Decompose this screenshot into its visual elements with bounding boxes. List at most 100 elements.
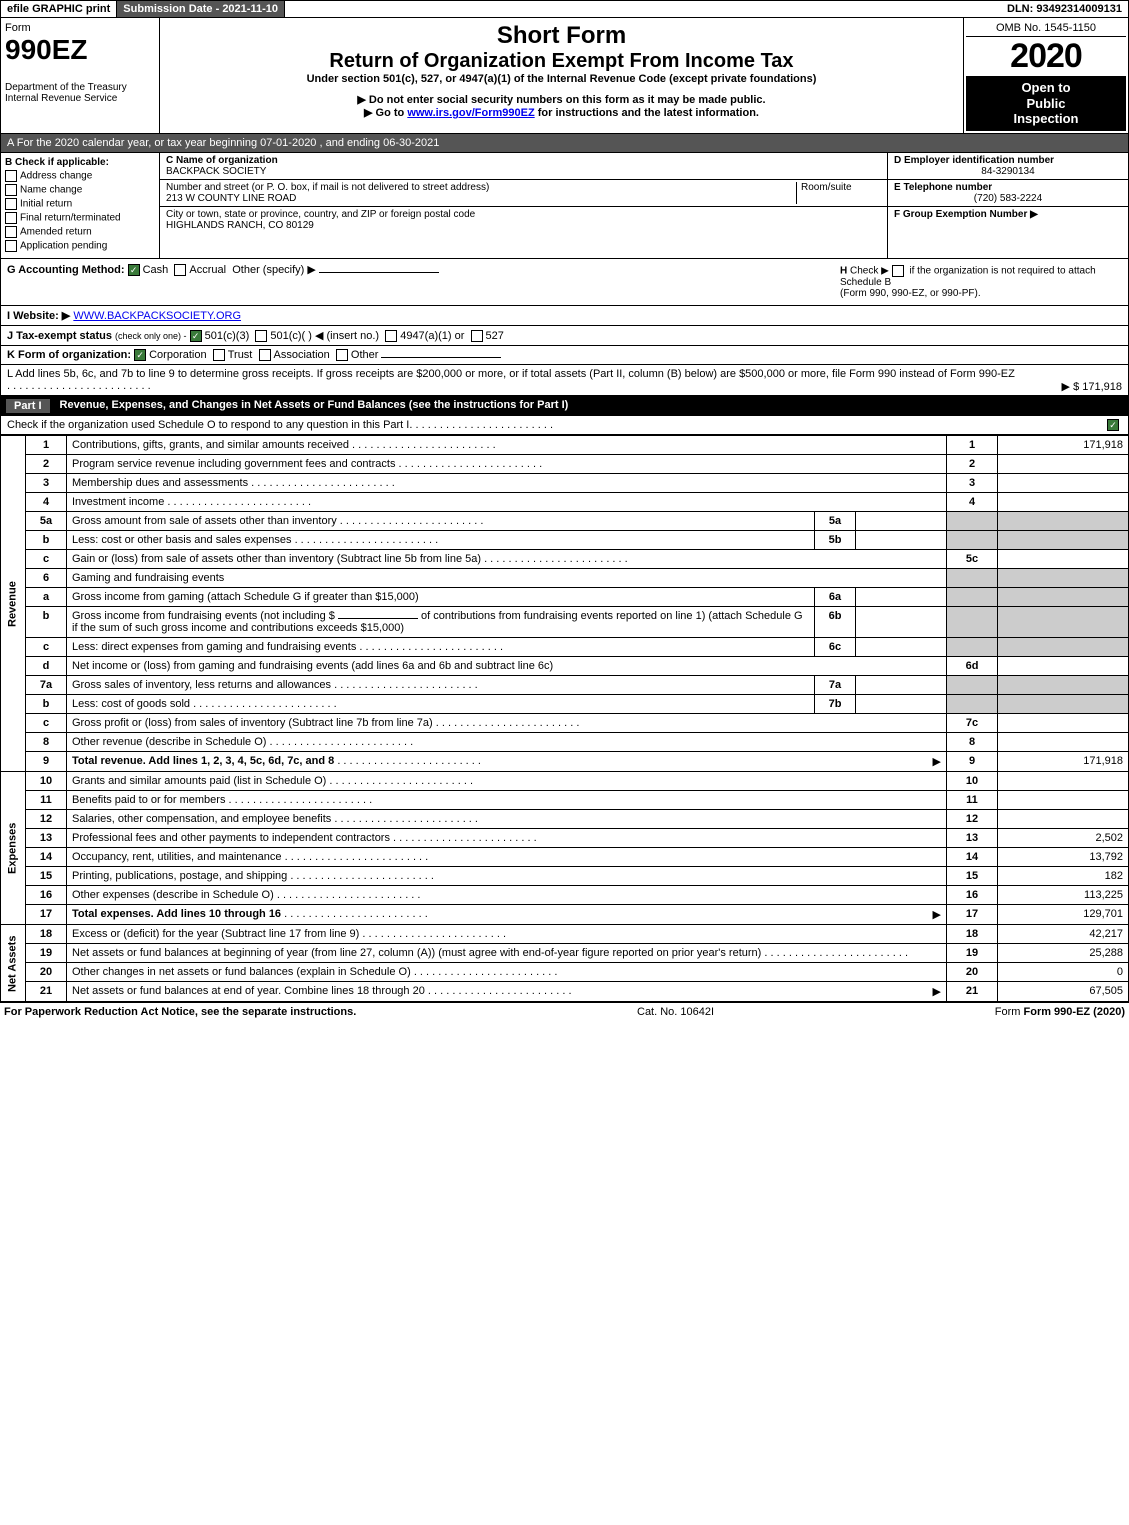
city-label: City or town, state or province, country… bbox=[166, 209, 475, 220]
line-6-shade-amt bbox=[998, 569, 1129, 588]
header-center: Short Form Return of Organization Exempt… bbox=[160, 18, 964, 133]
line-11-box: 11 bbox=[947, 791, 998, 810]
irs-link[interactable]: www.irs.gov/Form990EZ bbox=[407, 107, 534, 119]
period-bar: A For the 2020 calendar year, or tax yea… bbox=[0, 134, 1129, 153]
line-17-num: 17 bbox=[26, 905, 67, 925]
part1-check-row: Check if the organization used Schedule … bbox=[0, 416, 1129, 435]
check-initial-return[interactable]: Initial return bbox=[5, 198, 155, 210]
revenue-side-label: Revenue bbox=[1, 436, 26, 772]
line-7c-num: c bbox=[26, 714, 67, 733]
j-527-label: 527 bbox=[486, 330, 504, 342]
line-5c: c Gain or (loss) from sale of assets oth… bbox=[1, 550, 1129, 569]
line-6a: a Gross income from gaming (attach Sched… bbox=[1, 588, 1129, 607]
line-21-arrow: ▶ bbox=[933, 985, 941, 998]
line-6b-shade-amt bbox=[998, 607, 1129, 638]
check-application-pending[interactable]: Application pending bbox=[5, 240, 155, 252]
check-name-change[interactable]: Name change bbox=[5, 184, 155, 196]
part1-label: Part I bbox=[6, 399, 50, 413]
line-5a-num: 5a bbox=[26, 512, 67, 531]
g-accrual-checkbox[interactable] bbox=[174, 264, 186, 276]
k-trust-checkbox[interactable] bbox=[213, 349, 225, 361]
title-short-form: Short Form bbox=[168, 22, 955, 50]
line-6b-subbox: 6b bbox=[815, 607, 856, 638]
h-text1: Check ▶ bbox=[850, 265, 889, 276]
line-6d-box: 6d bbox=[947, 657, 998, 676]
page-footer: For Paperwork Reduction Act Notice, see … bbox=[0, 1002, 1129, 1021]
line-10-num: 10 bbox=[26, 772, 67, 791]
line-10: Expenses 10 Grants and similar amounts p… bbox=[1, 772, 1129, 791]
j-4947-label: 4947(a)(1) or bbox=[400, 330, 464, 342]
submission-date-button[interactable]: Submission Date - 2021-11-10 bbox=[117, 1, 285, 17]
line-18: Net Assets 18 Excess or (deficit) for th… bbox=[1, 925, 1129, 944]
d-ein-label: D Employer identification number bbox=[894, 155, 1054, 166]
k-corporation-checkbox[interactable]: ✓ bbox=[134, 349, 146, 361]
line-8-num: 8 bbox=[26, 733, 67, 752]
section-j: J Tax-exempt status (check only one) - ✓… bbox=[0, 326, 1129, 346]
line-7b-num: b bbox=[26, 695, 67, 714]
line-6c-subamt bbox=[856, 638, 947, 657]
line-7b: b Less: cost of goods sold 7b bbox=[1, 695, 1129, 714]
j-501c-checkbox[interactable] bbox=[255, 330, 267, 342]
goto-pre: ▶ Go to bbox=[364, 107, 407, 119]
line-9-amount: 171,918 bbox=[998, 752, 1129, 772]
line-4: 4 Investment income 4 bbox=[1, 493, 1129, 512]
line-5b-desc: Less: cost or other basis and sales expe… bbox=[72, 534, 292, 546]
line-16-num: 16 bbox=[26, 886, 67, 905]
line-2-box: 2 bbox=[947, 455, 998, 474]
k-label: K Form of organization: bbox=[7, 349, 131, 361]
line-7a-shade-amt bbox=[998, 676, 1129, 695]
k-other-label: Other bbox=[351, 349, 379, 361]
open-public-badge: Open to Public Inspection bbox=[966, 76, 1126, 131]
j-4947-checkbox[interactable] bbox=[385, 330, 397, 342]
line-1-amount: 171,918 bbox=[998, 436, 1129, 455]
line-11: 11 Benefits paid to or for members 11 bbox=[1, 791, 1129, 810]
line-7a-subbox: 7a bbox=[815, 676, 856, 695]
line-7b-shade-amt bbox=[998, 695, 1129, 714]
part1-title: Revenue, Expenses, and Changes in Net As… bbox=[60, 399, 569, 413]
street-label: Number and street (or P. O. box, if mail… bbox=[166, 182, 489, 193]
line-6a-subamt bbox=[856, 588, 947, 607]
efile-print-button[interactable]: efile GRAPHIC print bbox=[1, 1, 117, 17]
line-7a-subamt bbox=[856, 676, 947, 695]
website-link[interactable]: WWW.BACKPACKSOCIETY.ORG bbox=[73, 310, 241, 322]
form-word: Form bbox=[5, 22, 155, 34]
k-association-label: Association bbox=[274, 349, 330, 361]
g-accrual-label: Accrual bbox=[189, 264, 226, 276]
room-suite-label: Room/suite bbox=[801, 182, 852, 193]
k-other-checkbox[interactable] bbox=[336, 349, 348, 361]
footer-right-text: Form 990-EZ (2020) bbox=[1024, 1006, 1125, 1018]
line-19-amount: 25,288 bbox=[998, 944, 1129, 963]
line-8-desc: Other revenue (describe in Schedule O) bbox=[72, 736, 266, 748]
check-amended-return[interactable]: Amended return bbox=[5, 226, 155, 238]
part1-schedule-o-checkbox[interactable]: ✓ bbox=[1107, 419, 1119, 431]
g-other-label: Other (specify) ▶ bbox=[232, 264, 316, 276]
k-association-checkbox[interactable] bbox=[259, 349, 271, 361]
omb-number: OMB No. 1545-1150 bbox=[966, 20, 1126, 37]
line-8-box: 8 bbox=[947, 733, 998, 752]
line-7b-subamt bbox=[856, 695, 947, 714]
irs-label: Internal Revenue Service bbox=[5, 93, 155, 104]
j-501c3-checkbox[interactable]: ✓ bbox=[190, 330, 202, 342]
line-5b-shade bbox=[947, 531, 998, 550]
h-checkbox[interactable] bbox=[892, 265, 904, 277]
check-final-return[interactable]: Final return/terminated bbox=[5, 212, 155, 224]
line-6b-subamt bbox=[856, 607, 947, 638]
line-9-arrow: ▶ bbox=[933, 755, 941, 768]
section-def: D Employer identification number 84-3290… bbox=[888, 153, 1128, 258]
line-19-box: 19 bbox=[947, 944, 998, 963]
line-21-num: 21 bbox=[26, 982, 67, 1002]
line-5a-shade-amt bbox=[998, 512, 1129, 531]
footer-mid: Cat. No. 10642I bbox=[637, 1006, 714, 1018]
line-3-num: 3 bbox=[26, 474, 67, 493]
line-20-num: 20 bbox=[26, 963, 67, 982]
j-527-checkbox[interactable] bbox=[471, 330, 483, 342]
netassets-side-label: Net Assets bbox=[1, 925, 26, 1002]
check-address-change[interactable]: Address change bbox=[5, 170, 155, 182]
line-10-box: 10 bbox=[947, 772, 998, 791]
line-16-amount: 113,225 bbox=[998, 886, 1129, 905]
line-5a-shade bbox=[947, 512, 998, 531]
footer-left: For Paperwork Reduction Act Notice, see … bbox=[4, 1006, 356, 1018]
check-address-change-label: Address change bbox=[20, 170, 92, 181]
line-5a-subamt bbox=[856, 512, 947, 531]
g-cash-checkbox[interactable]: ✓ bbox=[128, 264, 140, 276]
